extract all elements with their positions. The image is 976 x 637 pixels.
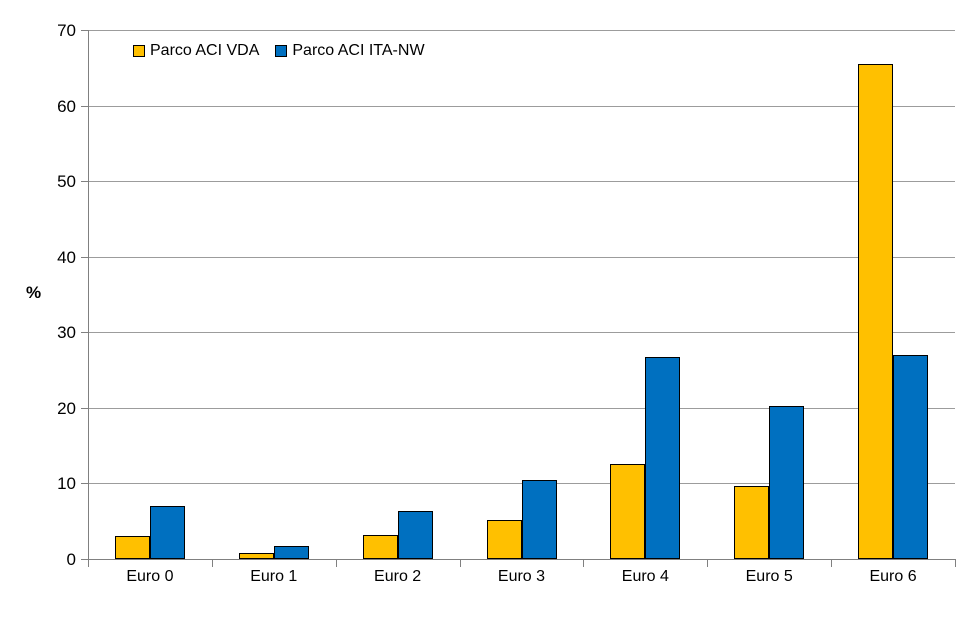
y-axis-line (88, 30, 89, 559)
legend-item-parco-aci-ita-nw: Parco ACI ITA-NW (275, 42, 425, 60)
x-tick-label-euro-5: Euro 5 (745, 568, 793, 585)
y-axis-title: % (26, 283, 42, 302)
bar-parco-aci-vda-euro-0 (114, 536, 150, 559)
x-axis-line (88, 559, 956, 560)
x-tick-label-euro-2: Euro 2 (374, 568, 422, 585)
x-tick-mark-3 (460, 560, 461, 567)
gridline-30 (88, 332, 955, 334)
bar-parco-aci-ita-nw-euro-5 (769, 406, 805, 559)
x-tick-mark-7 (955, 560, 956, 567)
gridline-60 (88, 105, 955, 107)
legend: Parco ACI VDA Parco ACI ITA-NW (133, 42, 425, 60)
x-tick-label-euro-3: Euro 3 (497, 568, 546, 585)
gridline-20 (88, 407, 955, 409)
plot-area (88, 30, 955, 559)
bar-parco-aci-ita-nw-euro-1 (273, 546, 309, 559)
x-tick-mark-1 (212, 560, 213, 567)
x-tick-label-euro-0: Euro 0 (126, 568, 174, 585)
gridline-50 (88, 181, 955, 183)
y-tick-label-30: 30 (57, 323, 76, 343)
y-tick-label-50: 50 (57, 172, 76, 192)
x-tick-label-euro-4: Euro 4 (621, 568, 669, 585)
gridline-40 (88, 256, 955, 258)
bar-parco-aci-vda-euro-6 (858, 64, 894, 559)
y-tick-mark-20 (81, 407, 88, 409)
legend-label-itanw: Parco ACI ITA-NW (292, 42, 425, 59)
bar-parco-aci-vda-euro-1 (238, 553, 274, 559)
legend-label-vda: Parco ACI VDA (150, 42, 260, 59)
gridline-70 (88, 30, 955, 31)
y-tick-mark-40 (81, 256, 88, 258)
bar-parco-aci-ita-nw-euro-3 (521, 480, 557, 559)
y-tick-mark-70 (81, 30, 88, 31)
y-tick-mark-50 (81, 181, 88, 183)
y-tick-label-20: 20 (57, 398, 76, 418)
bar-parco-aci-ita-nw-euro-0 (149, 506, 185, 559)
legend-swatch-vda (133, 45, 145, 57)
legend-swatch-itanw (275, 45, 288, 57)
bar-parco-aci-ita-nw-euro-2 (397, 511, 433, 559)
y-tick-mark-10 (81, 483, 88, 485)
x-tick-mark-0 (88, 560, 89, 567)
x-tick-mark-4 (583, 560, 584, 567)
x-tick-mark-6 (831, 560, 832, 567)
y-tick-mark-30 (81, 332, 88, 334)
x-tick-mark-2 (336, 560, 337, 567)
x-tick-label-euro-6: Euro 6 (869, 568, 917, 585)
legend-item-parco-aci-vda: Parco ACI VDA (133, 42, 259, 60)
bar-parco-aci-ita-nw-euro-4 (645, 357, 681, 559)
y-tick-label-70: 70 (57, 21, 76, 40)
x-tick-mark-5 (707, 560, 708, 567)
bar-parco-aci-vda-euro-3 (486, 520, 522, 559)
y-tick-label-0: 0 (66, 550, 76, 569)
bar-parco-aci-vda-euro-2 (362, 535, 398, 559)
y-tick-label-60: 60 (57, 96, 76, 116)
y-tick-label-40: 40 (57, 247, 76, 267)
y-tick-label-10: 10 (57, 474, 76, 494)
y-tick-mark-0 (81, 559, 88, 560)
bar-parco-aci-ita-nw-euro-6 (893, 355, 929, 559)
y-tick-mark-60 (81, 105, 88, 107)
x-tick-label-euro-1: Euro 1 (250, 568, 298, 585)
bar-parco-aci-vda-euro-4 (610, 464, 646, 559)
bar-parco-aci-vda-euro-5 (734, 486, 770, 559)
